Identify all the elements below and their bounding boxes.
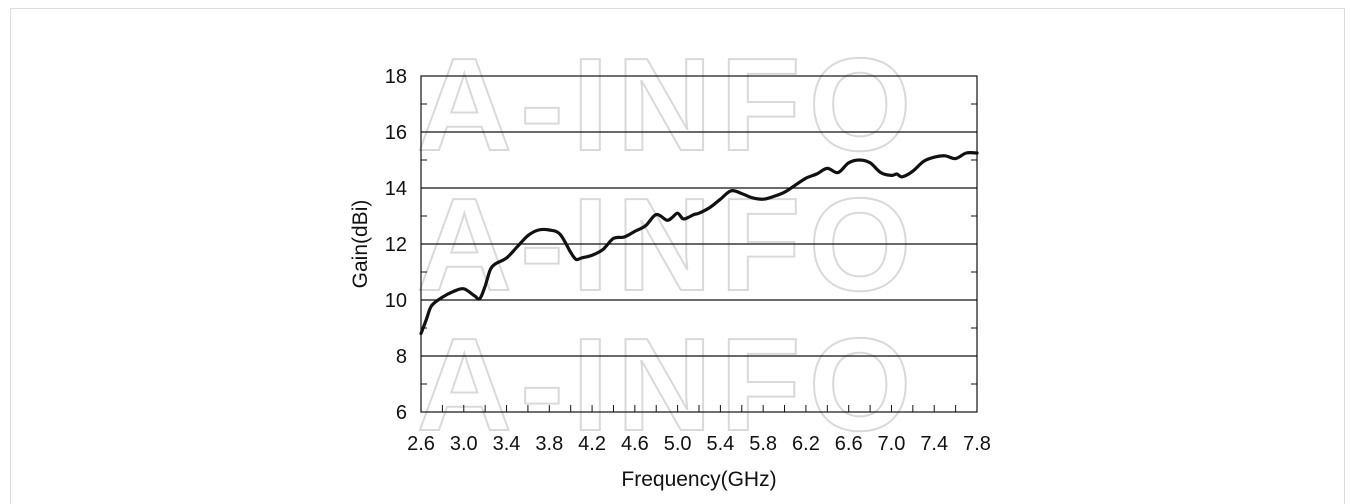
x-tick-label: 4.2 [578,433,606,455]
x-tick-label: 6.2 [792,433,820,455]
x-tick-label: 5.0 [664,433,692,455]
axis-ticks [420,103,978,412]
x-tick-label: 2.6 [407,433,435,455]
x-tick-label: 7.0 [878,433,906,455]
y-tick-label: 6 [396,402,407,424]
x-tick-label: 7.8 [963,433,991,455]
y-tick-label: 14 [385,178,407,200]
x-tick-label: 7.4 [920,433,948,455]
y-tick-labels: 6 8 10 12 14 16 18 [385,66,407,424]
chart-frame [10,8,1345,504]
x-tick-label: 3.0 [450,433,478,455]
x-tick-label: 5.8 [749,433,777,455]
watermark-text: A-INFO [417,311,920,458]
y-tick-label: 16 [385,122,407,144]
x-tick-label: 6.6 [835,433,863,455]
y-tick-label: 8 [396,346,407,368]
x-tick-labels: 2.6 3.0 3.4 3.8 4.2 4.6 5.0 5.4 5.8 6.2 6.6 7.0 7.4 7… [407,433,991,455]
y-tick-label: 10 [385,290,407,312]
y-tick-label: 18 [385,66,407,88]
x-axis-title: Frequency(GHz) [621,468,776,491]
x-tick-label: 5.4 [706,433,734,455]
x-tick-label: 3.8 [535,433,563,455]
watermark-text: A-INFO [417,31,920,178]
x-tick-label: 4.6 [621,433,649,455]
x-tick-label: 3.4 [493,433,521,455]
gain-series-line [419,151,979,336]
y-tick-label: 12 [385,234,407,256]
y-axis-title: Gain(dBi) [349,200,372,289]
grid-lines [421,131,977,357]
